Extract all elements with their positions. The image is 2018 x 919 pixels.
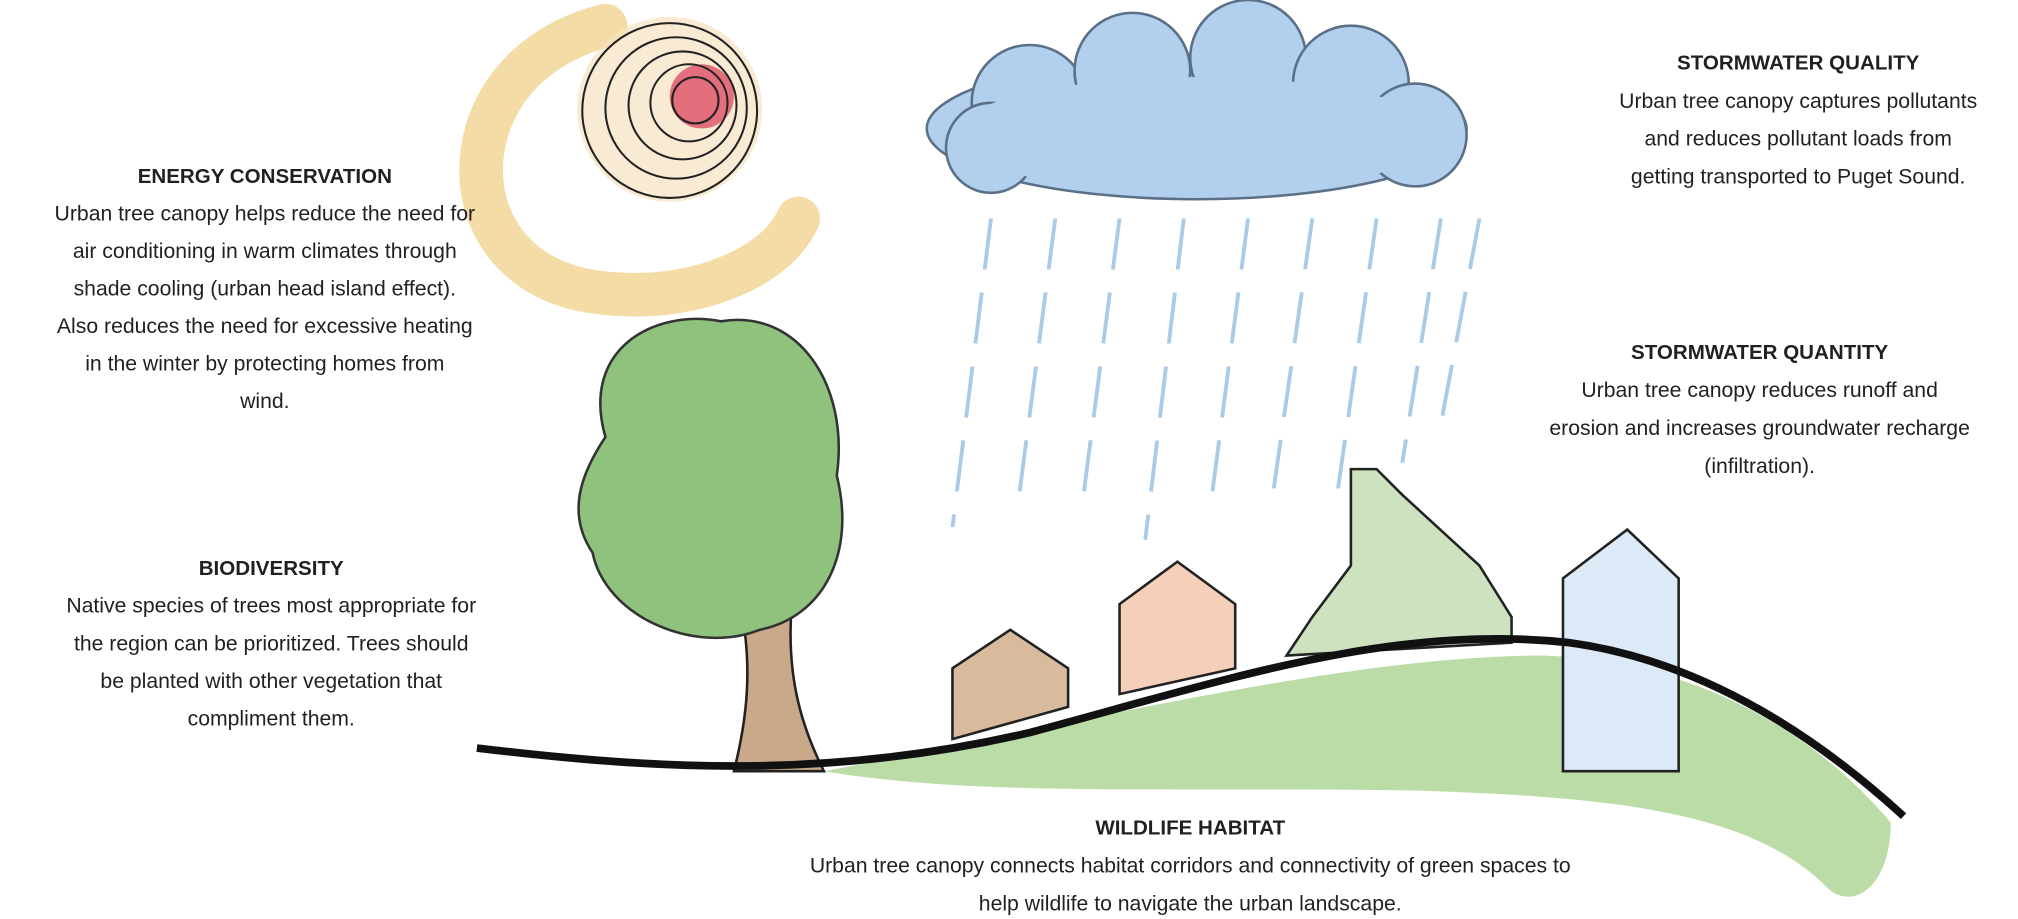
- sun: [481, 17, 798, 295]
- section-text: and reduces pollutant loads from: [1644, 128, 1951, 151]
- section-text: air conditioning in warm climates throug…: [73, 240, 457, 263]
- section-title: STORMWATER QUANTITY: [1631, 341, 1889, 364]
- section-text: (infiltration).: [1704, 455, 1815, 478]
- section-text: help wildlife to navigate the urban land…: [979, 892, 1402, 915]
- section-text: wind.: [239, 390, 289, 413]
- section-text: Urban tree canopy helps reduce the need …: [55, 202, 476, 225]
- section-text: the region can be prioritized. Trees sho…: [74, 632, 469, 655]
- section-text: erosion and increases groundwater rechar…: [1549, 417, 1969, 440]
- section-title: ENERGY CONSERVATION: [138, 165, 392, 188]
- section-text: shade cooling (urban head island effect)…: [74, 278, 456, 301]
- section-title: STORMWATER QUALITY: [1677, 52, 1920, 75]
- section-text: Urban tree canopy connects habitat corri…: [810, 855, 1571, 878]
- section-text: Also reduces the need for excessive heat…: [57, 315, 473, 338]
- section-title: WILDLIFE HABITAT: [1095, 816, 1285, 839]
- section-text: Native species of trees most appropriate…: [66, 595, 476, 618]
- illustration: ENERGY CONSERVATION Urban tree canopy hel…: [0, 0, 2018, 919]
- section-text: Urban tree canopy captures pollutants: [1619, 90, 1977, 113]
- tree: [579, 319, 843, 771]
- section-text: in the winter by protecting homes from: [85, 353, 444, 376]
- section-title: BIODIVERSITY: [199, 557, 344, 580]
- page: ENERGY CONSERVATION Urban tree canopy hel…: [0, 0, 2018, 919]
- cloud: [927, 0, 1467, 199]
- section-text: compliment them.: [188, 708, 355, 731]
- section-text: getting transported to Puget Sound.: [1631, 166, 1966, 189]
- section-text: Urban tree canopy reduces runoff and: [1581, 379, 1938, 402]
- section-text: be planted with other vegetation that: [100, 670, 442, 693]
